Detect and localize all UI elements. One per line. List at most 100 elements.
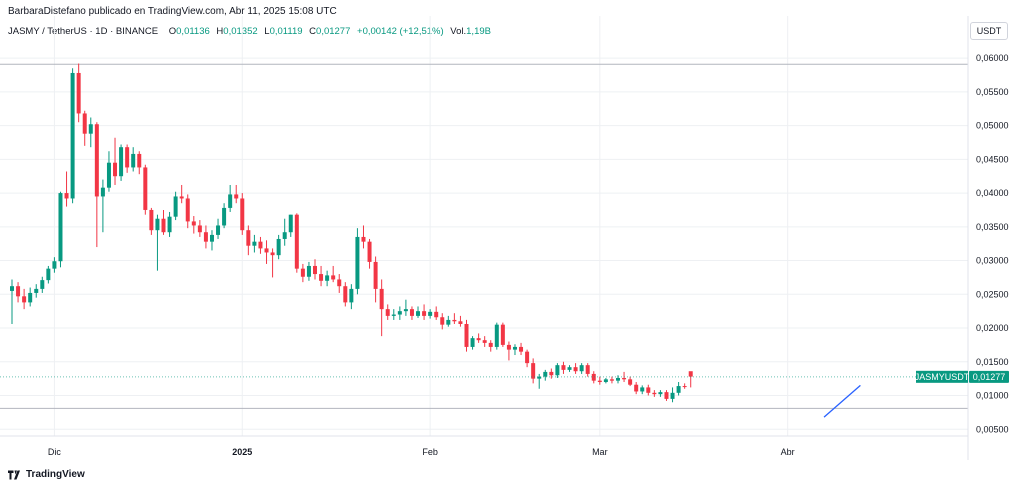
candle — [652, 390, 657, 397]
candle — [40, 276, 45, 293]
candle-body — [422, 311, 427, 316]
candle-body — [100, 187, 105, 197]
change-value: +0,00142 (+12,51%) — [357, 26, 444, 37]
candle-body — [470, 338, 475, 347]
candle-body — [434, 311, 439, 318]
candle-body — [670, 392, 675, 399]
candle — [294, 213, 299, 273]
candle — [216, 218, 221, 239]
candle-body — [543, 371, 548, 377]
candle — [16, 282, 21, 303]
candle — [470, 336, 475, 350]
candle-body — [628, 379, 633, 385]
symbol-label[interactable]: JASMY / TetherUS · 1D · BINANCE — [8, 26, 159, 37]
candle — [385, 304, 390, 320]
time-tick-label: 2025 — [232, 447, 252, 457]
candle — [488, 340, 493, 352]
candle-body — [549, 371, 554, 376]
candle-body — [658, 392, 663, 395]
candle-body — [143, 167, 148, 210]
candle — [506, 341, 511, 361]
high-value: 0,01352 — [223, 26, 258, 37]
candle-body — [337, 279, 342, 287]
candle — [603, 377, 608, 384]
candle-body — [682, 386, 687, 388]
candle-body — [228, 194, 233, 208]
price-axis[interactable]: 0,00500 0,01000 0,01500 0,02000 0,02500 0,030… — [976, 53, 1009, 434]
candle — [143, 164, 148, 215]
candle — [58, 191, 63, 268]
candle — [440, 313, 445, 330]
candle — [561, 361, 566, 374]
candle — [270, 248, 275, 278]
price-tag-bg — [969, 370, 1009, 383]
low-value: 0,01119 — [269, 26, 303, 37]
candle-body — [252, 241, 257, 246]
candle-body — [185, 198, 190, 222]
candle-body — [531, 363, 536, 379]
candle — [409, 306, 414, 320]
candle — [361, 225, 366, 249]
candle-body — [349, 288, 354, 303]
candle — [500, 322, 505, 347]
candle-body — [476, 338, 481, 341]
candle — [337, 274, 342, 293]
price-tick-label: 0,03000 — [976, 256, 1009, 266]
candle-body — [119, 147, 124, 177]
candle — [512, 344, 517, 356]
candle-body — [76, 72, 81, 114]
candle — [113, 137, 118, 185]
candle — [179, 184, 184, 204]
candle — [276, 234, 281, 260]
candle-body — [652, 392, 657, 395]
tradingview-watermark[interactable]: TradingView — [8, 469, 85, 480]
candle-body — [149, 209, 154, 231]
candle — [688, 371, 693, 388]
candle-body — [246, 230, 251, 246]
candle — [325, 270, 330, 287]
candle — [555, 363, 560, 378]
candle-body — [16, 286, 21, 297]
candle — [355, 228, 360, 295]
candle-body — [385, 309, 390, 316]
candle-body — [161, 218, 166, 233]
currency-selector[interactable]: USDT — [970, 22, 1008, 40]
candle-body — [319, 274, 324, 281]
trendline-segment[interactable] — [823, 384, 861, 418]
candle — [579, 363, 584, 374]
candle-body — [603, 379, 608, 383]
candle — [52, 257, 57, 273]
candle — [682, 383, 687, 389]
candle-body — [664, 392, 669, 399]
candle-body — [22, 296, 27, 303]
candle-body — [125, 147, 130, 168]
candle — [313, 259, 317, 280]
candle-body — [361, 236, 366, 242]
last-price-tag: JASMYUSDT 0,01277 — [915, 370, 1009, 383]
candle — [228, 184, 233, 212]
candle — [482, 336, 487, 347]
candle — [367, 238, 372, 269]
candle — [670, 387, 675, 403]
candle-body — [313, 265, 317, 275]
low-label: L — [264, 26, 270, 37]
watermark-text: TradingView — [26, 469, 85, 480]
time-tick-label: Feb — [422, 447, 438, 457]
candle — [282, 218, 287, 246]
candle — [609, 376, 614, 384]
candle-body — [634, 384, 639, 392]
price-tick-label: 0,02000 — [976, 323, 1009, 333]
candle — [476, 333, 481, 343]
time-axis[interactable]: Dic 2025 Feb Mar Abr — [48, 447, 795, 457]
candle-body — [561, 365, 566, 370]
candle-body — [46, 268, 51, 281]
candle-body — [131, 153, 136, 168]
candle — [234, 184, 239, 204]
candle — [28, 287, 33, 307]
candle — [185, 194, 190, 229]
candle-body — [70, 72, 75, 199]
candle — [494, 322, 499, 350]
candle — [34, 284, 39, 298]
ohlc-legend: JASMY / TetherUS · 1D · BINANCE O0,01136… — [8, 26, 495, 37]
